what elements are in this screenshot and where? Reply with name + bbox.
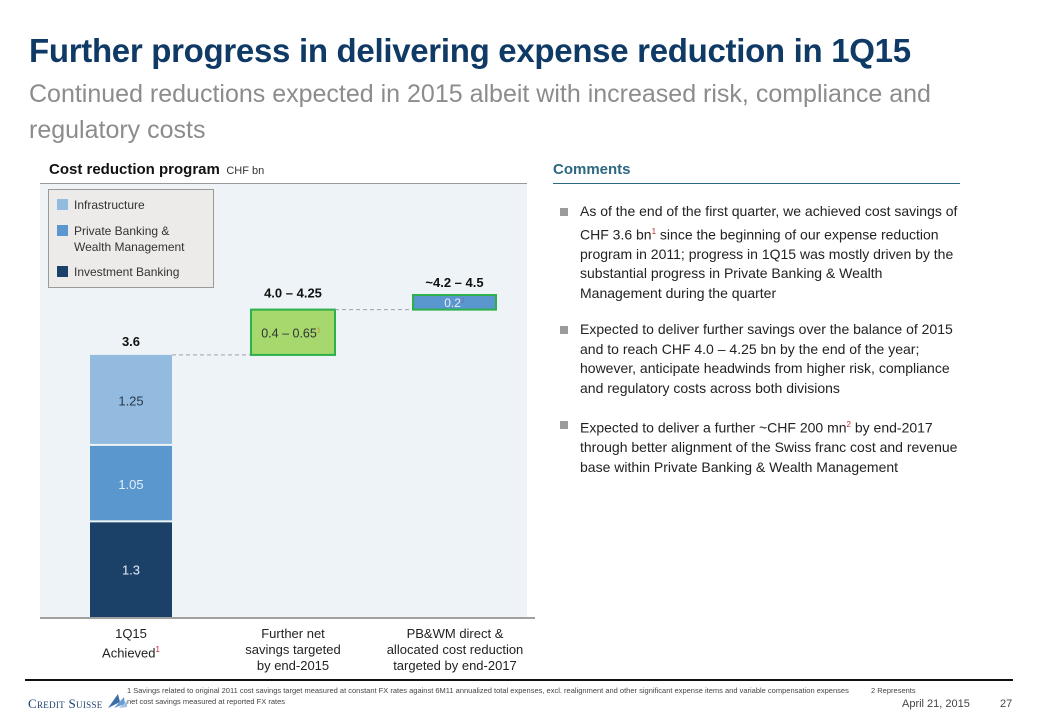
- chart-heading: Cost reduction program CHF bn: [49, 161, 264, 179]
- x-tick-label-line: PB&WM direct &: [406, 626, 504, 641]
- chart-unit: CHF bn: [226, 165, 265, 177]
- legend-item-ib: Investment Banking: [57, 264, 179, 280]
- x-tick-label-line: 1Q15: [115, 626, 147, 641]
- x-tick-label: Further net savings targeted by end-2015: [203, 626, 383, 674]
- x-tick-label-line: by end-2015: [256, 658, 330, 673]
- comment-text: Expected to deliver further savings over…: [580, 321, 953, 396]
- legend-item-pbwm: Private Banking & Wealth Management: [57, 223, 202, 255]
- page-number: 27: [1000, 698, 1013, 710]
- sails-icon: [107, 694, 127, 708]
- x-tick-label-line: targeted by end-2017: [393, 658, 517, 673]
- footnote-marker: 1: [155, 645, 160, 654]
- footnote-marker: 2: [846, 420, 851, 430]
- bullet-square-icon: [560, 208, 568, 216]
- comments-rule: [553, 183, 960, 184]
- slide-title: Further progress in delivering expense r…: [29, 32, 911, 69]
- logo-wordmark: Credit Suisse: [28, 696, 103, 711]
- comment-bullet: Expected to deliver further savings over…: [560, 320, 960, 398]
- comments-list: As of the end of the first quarter, we a…: [560, 202, 960, 494]
- comment-bullet: As of the end of the first quarter, we a…: [560, 202, 960, 303]
- legend-swatch-ib: [57, 266, 68, 277]
- x-tick-label-line: allocated cost reduction: [386, 642, 524, 657]
- chart-title: Cost reduction program: [49, 161, 220, 178]
- chart-baseline: [40, 617, 535, 619]
- legend-label: Private Banking & Wealth Management: [74, 224, 185, 254]
- x-tick-label-line: savings targeted: [245, 642, 341, 657]
- slide-subtitle: Continued reductions expected in 2015 al…: [29, 80, 931, 144]
- legend-item-infrastructure: Infrastructure: [57, 197, 145, 213]
- chart-heading-rule: [40, 183, 527, 184]
- chart-legend: Infrastructure Private Banking & Wealth …: [48, 189, 214, 288]
- footnote-2: 2 Represents net cost savings measured a…: [127, 686, 916, 706]
- x-tick-label-line: Further net: [261, 626, 325, 641]
- legend-swatch-pbwm: [57, 225, 68, 236]
- bullet-square-icon: [560, 326, 568, 335]
- footnote-marker: 1: [651, 226, 657, 236]
- x-tick-label: 1Q15 Achieved1: [41, 626, 221, 661]
- x-tick-label: PB&WM direct & allocated cost reduction ta…: [365, 626, 545, 674]
- comments-heading: Comments: [553, 161, 631, 178]
- footnotes: 1 Savings related to original 2011 cost …: [127, 685, 927, 707]
- footer-rule: [25, 679, 1013, 681]
- x-tick-label-line: Achieved1: [102, 645, 160, 661]
- legend-label: Infrastructure: [74, 198, 145, 212]
- legend-label: Investment Banking: [74, 265, 180, 279]
- comment-text: As of the end of the first quarter, we a…: [580, 203, 958, 301]
- bullet-square-icon: [560, 421, 568, 430]
- comment-text: Expected to deliver a further ~CHF 200 m…: [580, 419, 958, 475]
- credit-suisse-logo: Credit Suisse: [28, 692, 128, 712]
- comment-bullet: Expected to deliver a further ~CHF 200 m…: [560, 415, 960, 477]
- footnote-1: 1 Savings related to original 2011 cost …: [127, 686, 849, 695]
- legend-swatch-infrastructure: [57, 199, 68, 210]
- slide-date: April 21, 2015: [902, 698, 970, 710]
